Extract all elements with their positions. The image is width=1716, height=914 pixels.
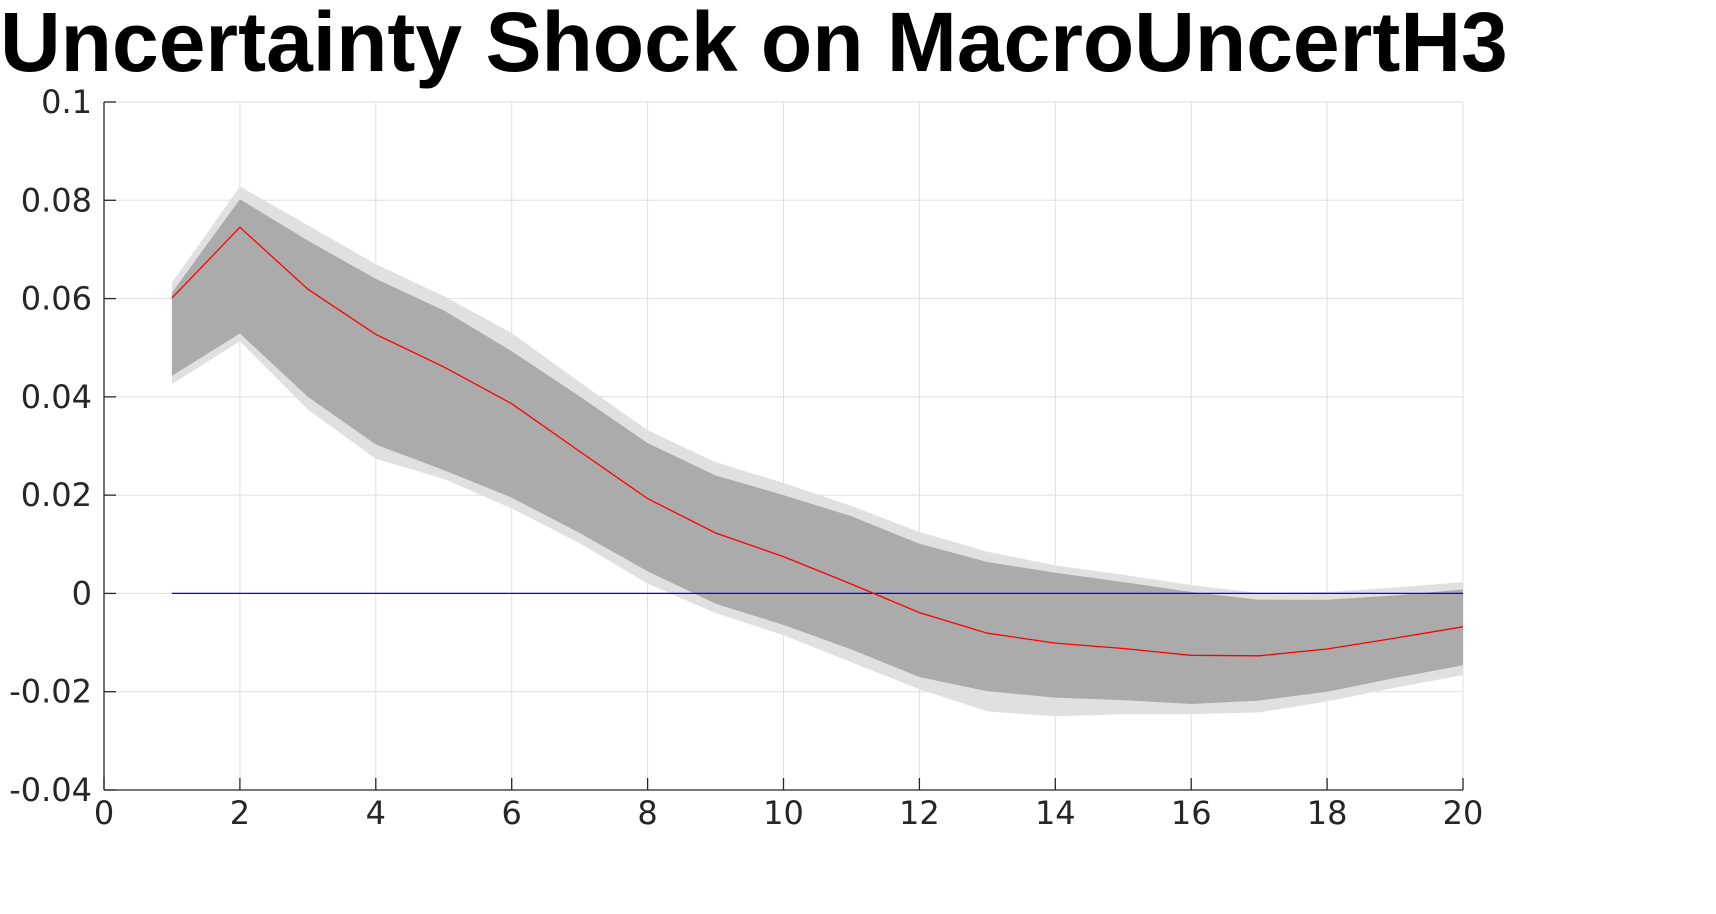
y-tick-label: -0.04 [9, 771, 92, 809]
x-tick-label: 20 [1443, 794, 1484, 832]
impulse-response-line [171, 226, 1464, 657]
x-tick-label: 0 [94, 794, 114, 832]
y-tick-label: 0.1 [41, 83, 92, 121]
y-tick-label: 0.06 [21, 280, 92, 318]
y-tick-label: 0 [72, 574, 92, 612]
series-lines [171, 226, 1464, 657]
y-tick-label: 0.02 [21, 476, 92, 514]
y-tick-label: 0.08 [21, 181, 92, 219]
y-tick-label: 0.04 [21, 378, 92, 416]
y-tick-label: -0.02 [9, 673, 92, 711]
confidence-bands [171, 186, 1463, 717]
axes [103, 101, 1464, 791]
x-tick-label: 10 [763, 794, 804, 832]
x-tick-label: 8 [637, 794, 657, 832]
x-tick-label: 12 [899, 794, 940, 832]
confidence-band-2 [171, 199, 1463, 705]
x-tick-label: 2 [230, 794, 250, 832]
x-tick-label: 6 [502, 794, 522, 832]
tick-labels: 0 2 4 6 8 10 12 14 16 18 20 -0.04 -0.02 0 0.02 0.04 0.06… [9, 83, 1483, 832]
confidence-band-1 [171, 186, 1463, 717]
x-tick-label: 18 [1307, 794, 1348, 832]
x-tick-label: 4 [366, 794, 386, 832]
chart-title: Uncertainty Shock on MacroUncertH3 [0, 0, 1508, 89]
x-tick-label: 16 [1171, 794, 1212, 832]
x-tick-label: 14 [1035, 794, 1076, 832]
